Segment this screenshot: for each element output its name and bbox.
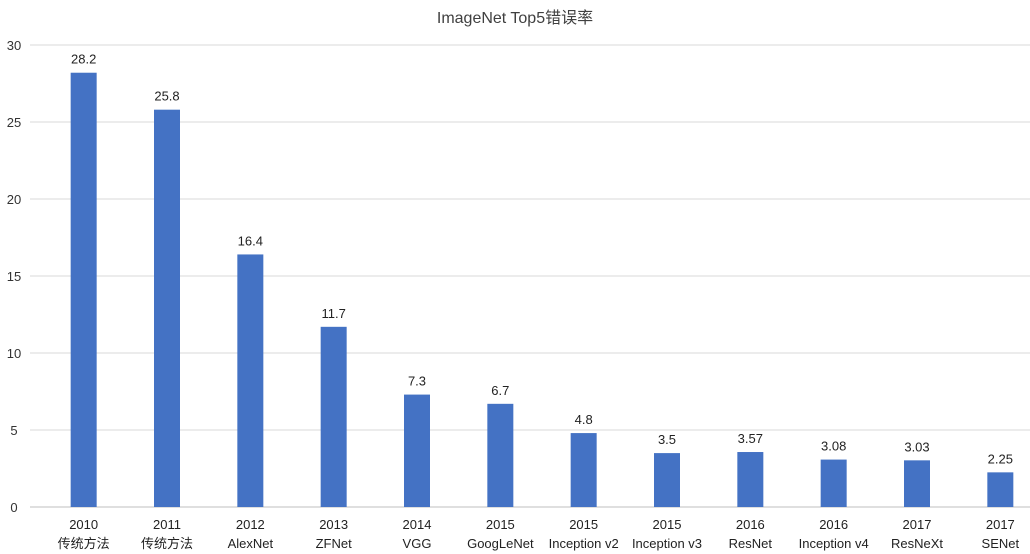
x-tick-label-method: 传统方法 (141, 536, 193, 551)
x-tick-label-method: Inception v2 (549, 536, 619, 551)
x-tick-label-year: 2010 (69, 517, 98, 532)
data-label: 25.8 (154, 89, 179, 104)
data-label: 7.3 (408, 374, 426, 389)
x-tick-label-method: ZFNet (316, 536, 353, 551)
bar (154, 109, 180, 508)
data-label: 11.7 (321, 306, 345, 321)
y-axis: 0 5 10 15 20 25 30 (7, 38, 21, 515)
data-label: 2.25 (988, 451, 1013, 466)
x-tick-label-year: 2015 (569, 517, 598, 532)
x-tick-label-year: 2013 (319, 517, 348, 532)
x-tick-label-method: Inception v3 (632, 536, 702, 551)
x-tick-label-year: 2017 (903, 517, 932, 532)
x-tick-label-method: SENet (982, 536, 1020, 551)
x-axis: 2010 传统方法 2011 传统方法 2012 AlexNet 2013 ZFNet 2014… (58, 517, 1020, 551)
data-label: 3.03 (904, 439, 929, 454)
chart-title: ImageNet Top5错误率 (437, 9, 593, 27)
bar (820, 459, 847, 507)
bar (654, 453, 680, 507)
x-tick-label-method: ResNet (729, 536, 773, 551)
x-tick-label-year: 2012 (236, 517, 265, 532)
y-tick-label: 20 (7, 192, 21, 207)
x-tick-label-method: ResNeXt (891, 536, 943, 551)
bar (570, 433, 597, 507)
bar (987, 472, 1014, 507)
data-label: 3.08 (821, 439, 846, 454)
bar (320, 326, 347, 507)
bar (404, 394, 430, 507)
y-tick-label: 0 (10, 500, 17, 515)
x-tick-label-method: VGG (403, 536, 432, 551)
x-tick-label-method: AlexNet (228, 536, 274, 551)
x-tick-label-year: 2017 (986, 517, 1015, 532)
x-tick-label-year: 2016 (736, 517, 765, 532)
data-label: 16.4 (238, 233, 263, 248)
data-labels: 28.2 25.8 16.4 11.7 7.3 6.7 4.8 3.5 3.57 3.08 3.03… (71, 52, 1013, 467)
data-label: 3.57 (738, 431, 763, 446)
y-tick-label: 5 (10, 423, 17, 438)
x-tick-label-year: 2011 (153, 517, 181, 532)
gridlines (30, 44, 1030, 508)
x-tick-label-year: 2015 (653, 517, 682, 532)
bar (737, 452, 764, 507)
y-tick-label: 10 (7, 346, 21, 361)
data-label: 4.8 (575, 412, 593, 427)
bar (70, 72, 97, 507)
x-tick-label-method: GoogLeNet (467, 536, 534, 551)
data-label: 6.7 (491, 383, 509, 398)
data-label: 3.5 (658, 432, 676, 447)
x-tick-label-year: 2016 (819, 517, 848, 532)
bar (487, 403, 514, 507)
data-label: 28.2 (71, 52, 96, 67)
x-tick-label-method: Inception v4 (799, 536, 869, 551)
x-tick-label-method: 传统方法 (58, 536, 110, 551)
bar (904, 460, 930, 507)
x-tick-label-year: 2015 (486, 517, 515, 532)
bar (237, 254, 264, 507)
y-tick-label: 30 (7, 38, 21, 53)
x-tick-label-year: 2014 (403, 517, 432, 532)
y-tick-label: 15 (7, 269, 21, 284)
bars (70, 72, 1014, 508)
y-tick-label: 25 (7, 115, 21, 130)
